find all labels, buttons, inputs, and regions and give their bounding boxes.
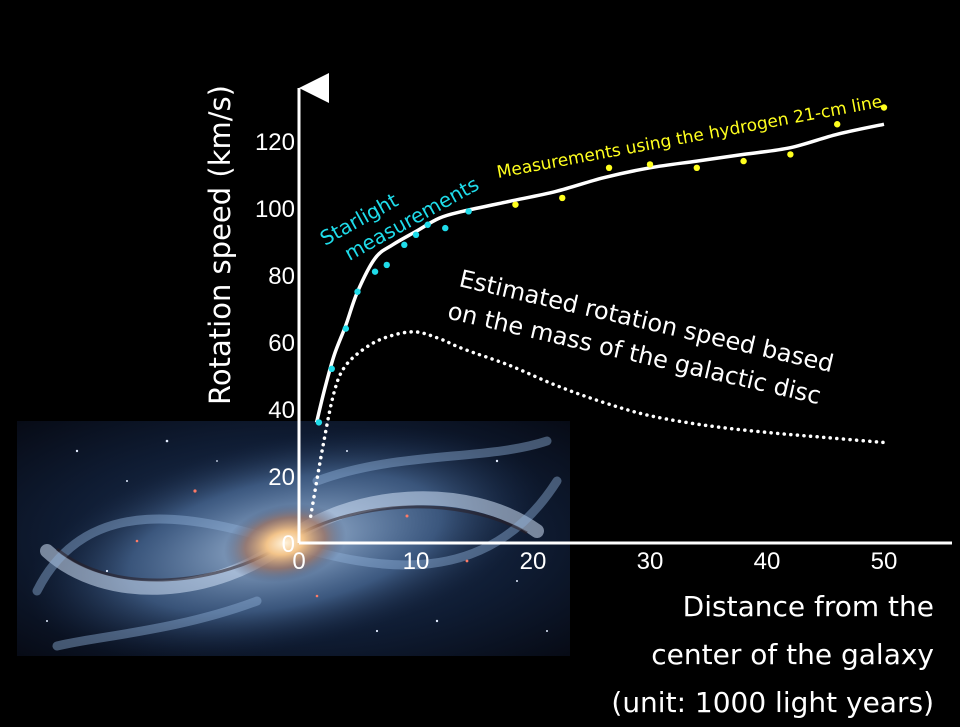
hydrogen-point-5 — [740, 157, 747, 165]
starlight-points — [315, 208, 472, 426]
hydrogen-point-7 — [834, 121, 841, 128]
hydrogen-point-8 — [880, 104, 888, 111]
hydrogen-point-2 — [605, 164, 613, 171]
x-tick-labels: 0 10 20 30 40 50 — [292, 548, 897, 575]
observed-rotation-curve — [314, 122, 885, 423]
x-tick-40: 40 — [754, 548, 781, 575]
hydrogen-point-6 — [787, 151, 794, 158]
y-tick-labels: 0 20 40 60 80 100 120 — [255, 129, 295, 558]
x-tick-0: 0 — [292, 548, 305, 575]
y-tick-120: 120 — [255, 129, 295, 156]
hydrogen-point-3 — [646, 161, 654, 168]
y-axis-label-container: Rotation speed (km/s) — [190, 80, 250, 410]
y-tick-80: 80 — [268, 263, 295, 290]
y-axis-label: Rotation speed (km/s) — [203, 85, 237, 405]
starlight-point-10 — [465, 208, 472, 215]
galaxy-image — [17, 421, 570, 656]
hydrogen-point-1 — [559, 194, 566, 202]
estimated-rotation-curve — [308, 330, 886, 518]
y-tick-100: 100 — [255, 196, 295, 223]
starlight-point-4 — [371, 268, 379, 275]
x-tick-30: 30 — [637, 548, 664, 575]
hydrogen-point-0 — [512, 201, 519, 208]
x-tick-10: 10 — [403, 548, 430, 575]
starlight-point-3 — [354, 288, 361, 295]
y-tick-20: 20 — [268, 464, 295, 491]
starlight-point-7 — [412, 231, 420, 238]
estimated-annotation: Estimated rotation speed basedon the mas… — [445, 264, 836, 412]
starlight-point-8 — [424, 221, 431, 228]
x-tick-20: 20 — [520, 548, 547, 575]
starlight-point-5 — [383, 261, 390, 269]
starlight-point-2 — [342, 325, 349, 332]
hydrogen-points — [512, 104, 888, 208]
y-tick-60: 60 — [268, 330, 295, 357]
starlight-point-9 — [442, 224, 449, 232]
x-axis-label: Distance from the center of the galaxy (… — [611, 590, 934, 719]
y-tick-0: 0 — [282, 531, 295, 558]
starlight-point-1 — [328, 365, 335, 372]
x-tick-50: 50 — [871, 548, 898, 575]
starlight-point-0 — [315, 419, 323, 426]
starlight-point-6 — [401, 241, 408, 249]
hydrogen-point-4 — [693, 164, 700, 171]
y-tick-40: 40 — [268, 397, 295, 424]
